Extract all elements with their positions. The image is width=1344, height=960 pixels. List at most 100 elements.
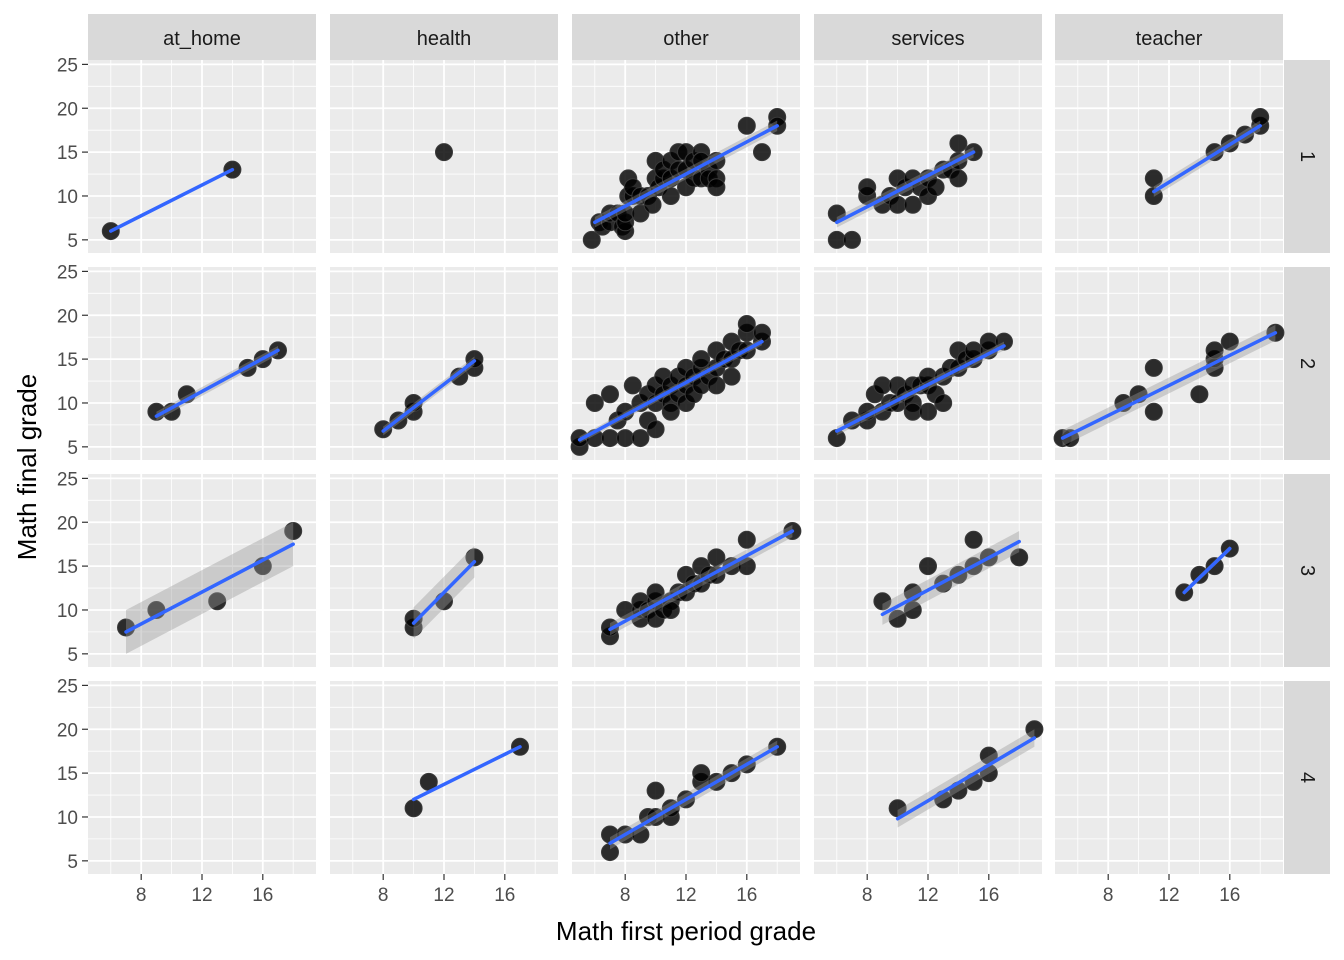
- col-strip-services: services: [814, 14, 1042, 60]
- data-point: [435, 143, 453, 162]
- data-point: [465, 548, 484, 567]
- row-strip-bg: [1284, 60, 1330, 253]
- data-point: [753, 143, 771, 162]
- y-tick-label: 15: [57, 557, 78, 578]
- x-tick-label: 12: [1158, 885, 1179, 906]
- row-strip-1: 1: [1284, 60, 1330, 253]
- fit-line: [835, 150, 976, 225]
- row-strip-label: 3: [1296, 565, 1318, 576]
- fit-line: [880, 539, 1021, 617]
- x-tick-label: 16: [494, 885, 515, 906]
- fit-line: [154, 348, 280, 418]
- data-point: [1144, 169, 1163, 188]
- row-strip-bg: [1284, 681, 1330, 874]
- data-point: [903, 600, 922, 619]
- data-point: [643, 195, 662, 214]
- data-point: [404, 609, 423, 628]
- data-point: [631, 429, 650, 448]
- data-point: [450, 367, 469, 386]
- y-tick-label: 15: [57, 764, 78, 785]
- col-strip-label: services: [891, 28, 964, 50]
- data-point: [873, 592, 892, 611]
- data-point: [737, 315, 756, 334]
- col-strip-label: at_home: [163, 28, 241, 50]
- data-point: [1144, 358, 1163, 377]
- col-strip-at_home: at_home: [88, 14, 316, 60]
- row-strip-bg: [1284, 474, 1330, 667]
- data-point: [737, 557, 756, 576]
- data-point: [1010, 548, 1029, 567]
- data-point: [949, 169, 968, 188]
- col-strip-label: health: [417, 28, 472, 50]
- row-strip-3: 3: [1284, 474, 1330, 667]
- data-point: [646, 583, 665, 602]
- data-point: [903, 402, 922, 421]
- fit-line: [1152, 124, 1262, 194]
- x-tick-label: 16: [736, 885, 757, 906]
- data-point: [692, 350, 711, 369]
- x-tick-label: 16: [1219, 885, 1240, 906]
- data-point: [404, 799, 423, 818]
- y-tick-label: 25: [57, 262, 78, 283]
- data-point: [1190, 565, 1209, 584]
- data-point: [873, 376, 892, 395]
- data-point: [964, 530, 983, 549]
- panel-3-at_home: [88, 474, 316, 667]
- panel-3-teacher: [1055, 474, 1283, 667]
- data-point: [1144, 186, 1163, 205]
- y-tick-label: 20: [57, 306, 78, 327]
- y-tick-label: 5: [67, 645, 78, 666]
- fit-line: [124, 542, 295, 634]
- y-tick-label: 15: [57, 143, 78, 164]
- data-point: [646, 420, 665, 439]
- panels-layer: at_home health other services teacher1234510…: [57, 14, 1330, 906]
- x-tick-label: 12: [917, 885, 938, 906]
- data-point: [722, 367, 741, 386]
- row-strip-bg: [1284, 267, 1330, 460]
- row-strip-label: 4: [1296, 772, 1318, 783]
- panel-2-health: [330, 267, 558, 460]
- y-tick-label: 20: [57, 513, 78, 534]
- data-point: [1144, 402, 1163, 421]
- y-tick-label: 25: [57, 55, 78, 76]
- data-point: [903, 195, 922, 214]
- x-tick-label: 12: [675, 885, 696, 906]
- data-point: [1205, 341, 1224, 360]
- data-point: [284, 522, 303, 541]
- fit-line: [1182, 546, 1232, 595]
- data-point: [616, 429, 635, 448]
- x-tick-label: 16: [252, 885, 273, 906]
- col-strip-bg: [814, 14, 1042, 60]
- col-strip-bg: [330, 14, 558, 60]
- x-tick-label: 12: [433, 885, 454, 906]
- data-point: [919, 402, 937, 421]
- data-point: [631, 204, 650, 223]
- data-point: [827, 230, 846, 249]
- data-point: [949, 134, 968, 153]
- data-point: [737, 116, 756, 135]
- panel-1-services: [814, 60, 1042, 253]
- data-point: [707, 548, 726, 567]
- panel-1-at_home: [88, 60, 316, 253]
- data-point: [888, 609, 907, 628]
- data-point: [601, 429, 619, 448]
- y-tick-label: 15: [57, 350, 78, 371]
- x-tick-label: 8: [1103, 885, 1114, 906]
- col-strip-bg: [572, 14, 800, 60]
- data-point: [926, 178, 945, 197]
- panel-4-health: [330, 681, 558, 874]
- data-point: [692, 764, 711, 783]
- y-tick-label: 10: [57, 187, 78, 208]
- data-point: [661, 402, 680, 421]
- panel-2-services: [814, 267, 1042, 460]
- panel-4-teacher: [1055, 681, 1283, 874]
- y-tick-label: 25: [57, 469, 78, 490]
- y-tick-label: 5: [67, 231, 78, 252]
- panel-4-other: [572, 681, 800, 874]
- data-point: [585, 393, 604, 412]
- data-point: [661, 186, 680, 205]
- panel-1-health: [330, 60, 558, 253]
- x-axis-title: Math first period grade: [556, 916, 816, 946]
- data-point: [646, 781, 665, 800]
